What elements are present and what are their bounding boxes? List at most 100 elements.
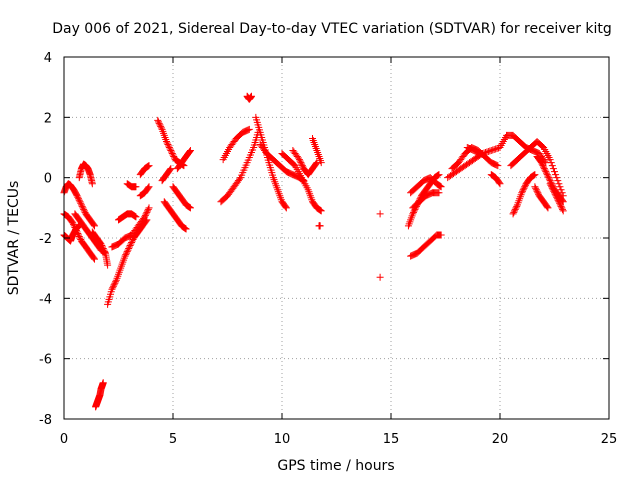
data-point bbox=[282, 203, 290, 211]
data-point bbox=[79, 204, 87, 212]
series-t42 bbox=[531, 183, 552, 212]
series-t20 bbox=[219, 125, 253, 164]
x-tick-label: 5 bbox=[169, 432, 177, 447]
data-point bbox=[166, 166, 174, 174]
data-point bbox=[548, 183, 556, 191]
data-point bbox=[316, 222, 324, 230]
series-t21 bbox=[243, 92, 255, 103]
data-point bbox=[154, 118, 162, 126]
data-point bbox=[80, 207, 88, 215]
data-point bbox=[435, 171, 443, 179]
data-point bbox=[316, 206, 324, 214]
data-point bbox=[145, 183, 153, 191]
data-point bbox=[494, 162, 502, 170]
data-point bbox=[298, 160, 306, 168]
data-point bbox=[487, 147, 495, 155]
data-point bbox=[476, 150, 484, 158]
data-point bbox=[519, 186, 527, 194]
data-point bbox=[122, 251, 130, 259]
y-axis-label: SDTVAR / TECUs bbox=[6, 181, 22, 296]
series-t22 bbox=[252, 113, 290, 212]
data-point bbox=[164, 140, 172, 148]
series-t29 bbox=[376, 273, 384, 281]
data-point bbox=[434, 171, 442, 179]
data-point bbox=[182, 225, 190, 233]
data-point bbox=[140, 214, 148, 222]
data-point bbox=[144, 184, 152, 192]
data-point bbox=[520, 184, 528, 192]
data-point bbox=[104, 261, 112, 269]
data-point bbox=[549, 165, 557, 173]
data-point bbox=[436, 182, 444, 190]
data-point bbox=[101, 248, 109, 256]
data-point bbox=[496, 180, 504, 188]
data-point bbox=[544, 204, 552, 212]
data-point bbox=[168, 150, 176, 158]
data-point bbox=[511, 205, 519, 213]
data-point bbox=[185, 203, 193, 211]
data-point bbox=[317, 207, 325, 215]
data-point bbox=[168, 148, 176, 156]
data-point bbox=[124, 246, 132, 254]
data-point bbox=[554, 177, 562, 185]
data-point bbox=[76, 234, 84, 242]
data-point bbox=[125, 245, 133, 253]
data-point bbox=[436, 182, 444, 190]
data-point bbox=[109, 282, 117, 290]
data-point bbox=[531, 183, 539, 191]
data-point bbox=[297, 159, 305, 167]
data-point bbox=[545, 175, 553, 183]
data-point bbox=[128, 239, 136, 247]
series-t37 bbox=[487, 171, 504, 188]
data-point bbox=[552, 192, 560, 200]
data-point bbox=[493, 145, 501, 153]
series-t2 bbox=[75, 160, 96, 188]
series-t25 bbox=[289, 147, 321, 179]
data-point bbox=[553, 195, 561, 203]
series-t10 bbox=[115, 210, 140, 224]
data-point bbox=[529, 172, 537, 180]
data-point bbox=[78, 202, 86, 210]
grid-layer bbox=[64, 57, 609, 419]
y-tick-label: -8 bbox=[39, 413, 52, 428]
data-point bbox=[154, 116, 162, 124]
data-point bbox=[76, 198, 84, 206]
series-t11 bbox=[123, 180, 140, 191]
data-point bbox=[69, 220, 77, 228]
data-point bbox=[538, 160, 546, 168]
x-tick-label: 0 bbox=[60, 432, 68, 447]
data-point bbox=[125, 243, 133, 251]
data-point bbox=[551, 189, 558, 197]
data-point bbox=[123, 248, 131, 256]
data-point bbox=[553, 174, 561, 182]
data-point bbox=[144, 205, 152, 213]
data-point bbox=[75, 196, 83, 204]
series-t15 bbox=[160, 198, 190, 233]
data-point bbox=[294, 154, 302, 162]
data-point bbox=[554, 196, 562, 204]
data-point bbox=[551, 168, 558, 176]
data-point bbox=[549, 186, 557, 194]
x-tick-label: 20 bbox=[492, 432, 509, 447]
data-point bbox=[512, 204, 520, 212]
data-point bbox=[163, 139, 171, 147]
data-point bbox=[97, 240, 105, 248]
series-t26 bbox=[309, 134, 325, 167]
data-point bbox=[108, 285, 116, 293]
series-t6 bbox=[92, 379, 107, 411]
data-point bbox=[186, 204, 194, 212]
data-point bbox=[548, 184, 556, 192]
x-tick-label: 25 bbox=[601, 432, 618, 447]
data-point bbox=[513, 202, 521, 210]
data-point bbox=[111, 279, 119, 287]
y-tick-label: -2 bbox=[39, 232, 52, 247]
data-point bbox=[282, 204, 290, 212]
data-point bbox=[317, 206, 325, 214]
data-point bbox=[165, 142, 173, 150]
series-t33 bbox=[407, 231, 445, 260]
data-point bbox=[312, 160, 320, 168]
data-point bbox=[74, 223, 82, 231]
data-point bbox=[557, 186, 565, 194]
series-t13 bbox=[136, 183, 153, 200]
data-point bbox=[143, 208, 151, 216]
